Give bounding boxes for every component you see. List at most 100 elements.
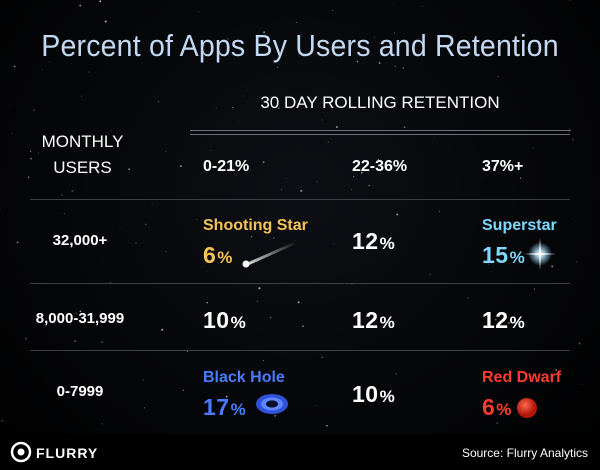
- background-star: [165, 151, 167, 153]
- background-star: [439, 211, 440, 213]
- background-star: [101, 341, 103, 344]
- background-star: [48, 61, 50, 63]
- row-divider: [30, 283, 570, 284]
- superstar-icon: [524, 238, 556, 270]
- background-star: [396, 213, 399, 216]
- background-star: [394, 65, 397, 68]
- background-star: [327, 141, 329, 143]
- background-star: [176, 429, 178, 430]
- background-star: [295, 21, 297, 23]
- background-star: [326, 424, 328, 427]
- background-star: [159, 410, 161, 412]
- row-divider: [30, 199, 570, 200]
- background-star: [67, 140, 68, 142]
- background-star: [88, 71, 90, 73]
- background-star: [128, 168, 130, 171]
- background-star: [496, 422, 499, 425]
- background-star: [335, 126, 338, 128]
- background-star: [500, 320, 502, 323]
- background-star: [227, 38, 229, 40]
- background-star: [250, 235, 253, 238]
- background-star: [519, 177, 522, 179]
- background-star: [280, 189, 283, 191]
- background-star: [569, 0, 571, 2]
- background-star: [300, 189, 303, 192]
- background-star: [434, 137, 436, 138]
- background-star: [497, 76, 499, 78]
- background-star: [276, 66, 279, 68]
- background-star: [75, 312, 78, 315]
- background-star: [27, 176, 30, 179]
- background-star: [286, 177, 288, 179]
- black-hole-icon: [256, 394, 288, 414]
- background-star: [532, 147, 534, 149]
- background-star: [143, 407, 145, 409]
- background-star: [473, 58, 475, 60]
- background-star: [378, 61, 381, 65]
- cell-value-32000-37-plus: 15%: [482, 242, 526, 268]
- background-star: [467, 297, 469, 299]
- background-star: [351, 189, 352, 191]
- background-star: [1, 419, 3, 422]
- shooting-star-icon: [242, 242, 296, 268]
- background-star: [321, 119, 323, 121]
- background-star: [111, 130, 113, 132]
- background-star: [494, 318, 497, 321]
- background-star: [71, 189, 74, 193]
- background-star: [258, 287, 261, 290]
- background-star: [7, 105, 9, 106]
- category-tag-superstar: Superstar: [482, 217, 557, 234]
- background-star: [24, 337, 27, 340]
- background-star: [379, 169, 382, 172]
- chart-title: Percent of Apps By Users and Retention: [41, 28, 559, 63]
- background-star: [390, 167, 393, 170]
- background-star: [270, 317, 272, 319]
- background-star: [262, 359, 264, 362]
- background-star: [481, 176, 482, 178]
- background-star: [99, 0, 102, 3]
- background-star: [0, 208, 1, 211]
- background-star: [422, 5, 424, 7]
- background-star: [332, 9, 334, 11]
- source-note: Source: Flurry Analytics: [461, 446, 588, 460]
- cell-value-0-7999-37-plus: 6%: [482, 394, 512, 420]
- background-star: [371, 42, 373, 44]
- background-star: [392, 2, 394, 4]
- background-star: [10, 132, 13, 134]
- row-header-label: MONTHLY USERS: [20, 129, 145, 181]
- cell-value-8000-37-plus: 12%: [482, 307, 526, 333]
- background-star: [365, 164, 367, 166]
- background-star: [356, 60, 359, 63]
- background-star: [353, 176, 355, 178]
- background-star: [273, 374, 275, 376]
- background-star: [265, 217, 267, 219]
- background-star: [79, 4, 82, 7]
- background-star: [16, 241, 19, 244]
- background-star: [290, 107, 292, 109]
- row-header-line-2: USERS: [53, 158, 112, 177]
- background-star: [142, 379, 144, 381]
- red-dwarf-icon: [517, 398, 537, 418]
- flurry-brand: FLURRY: [36, 445, 99, 461]
- background-star: [576, 261, 578, 263]
- background-star: [373, 36, 376, 38]
- background-star: [360, 171, 363, 174]
- row-label-8000-31999: 8,000-31,999: [35, 310, 125, 327]
- background-star: [429, 274, 431, 276]
- background-star: [403, 126, 406, 129]
- background-star: [293, 240, 295, 242]
- cell-value-8000-0-21: 10%: [203, 307, 247, 333]
- background-star: [321, 356, 324, 359]
- background-star: [487, 263, 490, 265]
- header-rule-upper: [190, 130, 570, 131]
- background-star: [144, 223, 147, 226]
- background-star: [119, 226, 121, 228]
- header-rule-lower: [190, 134, 570, 135]
- background-star: [198, 11, 199, 13]
- row-divider: [30, 350, 570, 351]
- column-header-22-36: 22-36%: [352, 158, 408, 175]
- category-tag-shooting-star: Shooting Star: [203, 217, 308, 234]
- background-star: [272, 236, 275, 239]
